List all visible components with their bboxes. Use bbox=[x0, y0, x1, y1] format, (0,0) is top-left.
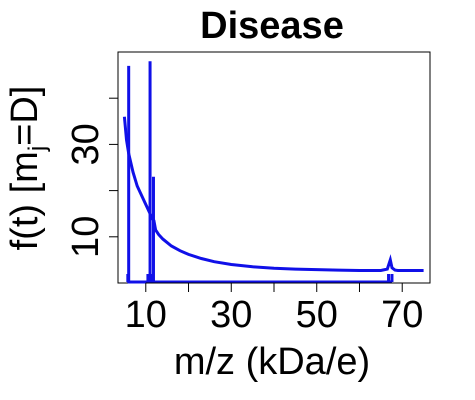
y-tick-label: 10 bbox=[65, 216, 107, 258]
plot-frame bbox=[118, 52, 430, 283]
series-line bbox=[124, 117, 423, 271]
x-axis: 10 30 50 70 bbox=[125, 283, 424, 336]
x-tick-label: 70 bbox=[381, 294, 423, 336]
x-tick-label: 50 bbox=[296, 294, 338, 336]
y-tick-label: 30 bbox=[65, 123, 107, 165]
chart-title: Disease bbox=[200, 5, 344, 47]
x-axis-label: m/z (kDa/e) bbox=[174, 341, 370, 383]
y-axis-label-after: =D] bbox=[4, 86, 46, 146]
y-axis: 10 30 bbox=[65, 98, 118, 258]
y-axis-label: f(t) [mj=D] bbox=[4, 86, 51, 251]
x-tick-label: 30 bbox=[210, 294, 252, 336]
y-axis-label-main: f(t) [m bbox=[4, 151, 46, 250]
series-group bbox=[124, 61, 423, 283]
y-axis-label-group: f(t) [mj=D] bbox=[4, 86, 51, 251]
x-tick-label: 10 bbox=[125, 294, 167, 336]
